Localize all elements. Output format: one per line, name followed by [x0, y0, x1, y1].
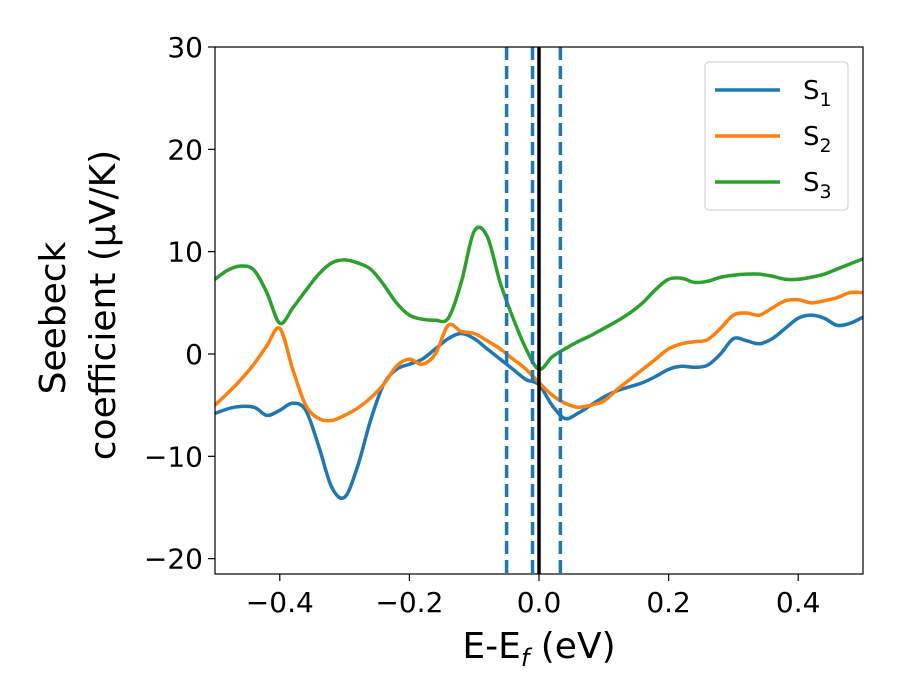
- y-tick-label: 30: [167, 31, 203, 64]
- x-axis-ticks: −0.4 −0.2 0.0 0.2 0.4: [246, 574, 821, 619]
- y-axis-ticks: −20 −10 0 10 20 30: [144, 31, 215, 576]
- x-tick-label: −0.4: [246, 586, 314, 619]
- x-tick-label: 0.4: [776, 586, 821, 619]
- legend-label-s3: S3: [803, 168, 832, 203]
- legend-label-s2: S2: [803, 122, 832, 157]
- y-axis-title-line1: Seebeck: [33, 241, 74, 394]
- vline-layer: [504, 47, 563, 574]
- x-tick-label: 0.0: [517, 586, 562, 619]
- x-tick-label: 0.2: [646, 586, 691, 619]
- series-line-s1: [215, 313, 863, 501]
- x-axis-title: E-Ef (eV): [462, 626, 615, 672]
- y-tick-label: 0: [185, 338, 203, 371]
- y-tick-label: 10: [167, 236, 203, 269]
- legend: S1 S2 S3: [704, 61, 849, 211]
- legend-label-s1: S1: [803, 76, 832, 111]
- x-tick-label: −0.2: [375, 586, 443, 619]
- y-tick-label: −20: [144, 543, 203, 576]
- y-axis-title-line2: coefficient (μV/K): [83, 150, 124, 460]
- y-tick-label: −10: [144, 440, 203, 473]
- y-tick-label: 20: [167, 133, 203, 166]
